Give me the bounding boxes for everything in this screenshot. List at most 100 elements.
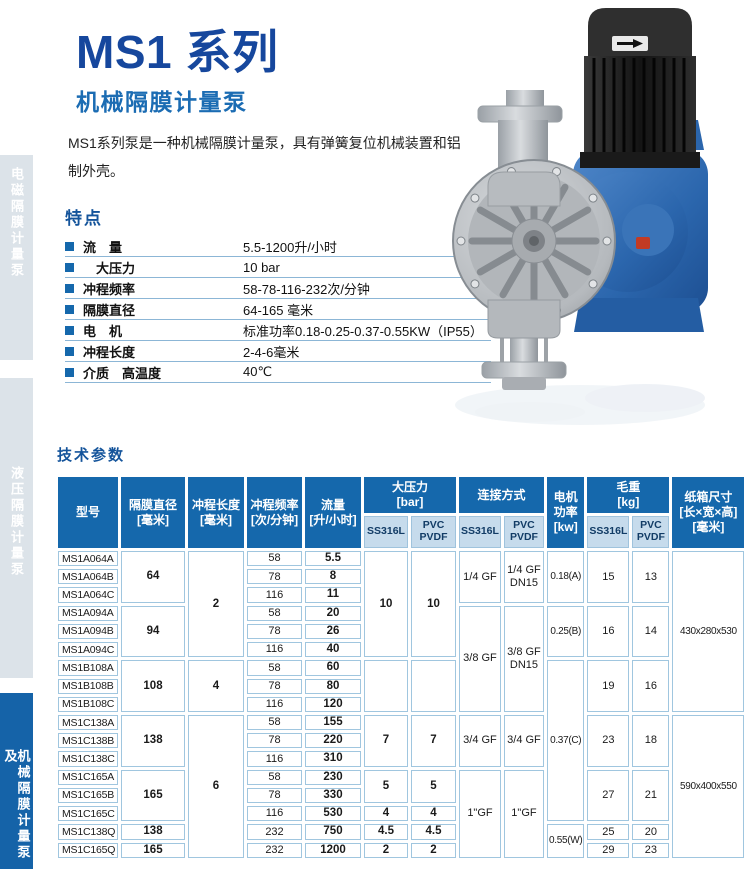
spec-header-cell: 纸箱尺寸 [长×宽×高] [毫米] <box>672 477 745 548</box>
spec-cell <box>411 660 456 712</box>
model-cell: MS1C165B <box>58 787 118 804</box>
spec-cell: 5.5 <box>305 551 361 567</box>
spec-cell: 0.37(C) <box>546 660 585 822</box>
spec-cell: 7 <box>364 714 408 767</box>
spec-header-cell: 冲程长度 [毫米] <box>188 477 244 548</box>
spec-header-cell: 大压力 [bar] <box>364 477 456 513</box>
feature-label: 冲程频率 <box>83 281 136 297</box>
feature-row: 隔膜直径 64-165 毫米 <box>65 299 491 320</box>
tech-heading: 技术参数 <box>57 447 126 464</box>
spec-cell: 25 <box>587 824 630 840</box>
spec-cell: 5 <box>364 769 408 804</box>
model-cell: MS1A094C <box>58 642 118 658</box>
spec-cell: 0.55(W) <box>546 824 585 858</box>
spec-header-cell: 流量 [升/小时] <box>305 477 361 548</box>
spec-cell: 40 <box>305 642 361 658</box>
spec-cell: 16 <box>632 660 670 712</box>
subheader-row: SS316L PVC PVDF SS316L PVC PVDF SS316L PVC PVDF <box>58 516 744 548</box>
spec-row: MS1A064C 116 11 <box>58 587 744 603</box>
features-heading: 特点 <box>65 209 103 228</box>
spec-cell: 220 <box>305 733 361 749</box>
model-cell: MS1A064A <box>58 551 118 567</box>
spec-cell: 27 <box>587 769 630 822</box>
spec-cell: 3/4 GF <box>459 714 501 767</box>
spec-cell: 8 <box>305 569 361 585</box>
spec-cell: 530 <box>305 806 361 822</box>
spec-cell: 165 <box>121 769 185 822</box>
bullet-square-icon <box>65 304 74 314</box>
spec-cell: 20 <box>305 605 361 621</box>
spec-cell: 80 <box>305 678 361 694</box>
bullet-square-icon <box>65 367 74 377</box>
features-section: 特点 流 量 5.5-1200升/小时 大压力 10 bar 冲程频率 58-78-11… <box>65 204 491 383</box>
spec-cell: 4 <box>188 660 244 712</box>
spec-cell: 7 <box>411 714 456 767</box>
spec-cell: 138 <box>121 824 185 840</box>
bottom-valve <box>481 334 567 390</box>
spec-cell: 4.5 <box>411 824 456 840</box>
spec-header-cell: PVC PVDF <box>503 516 544 548</box>
spec-cell: 16 <box>587 605 630 658</box>
model-cell: MS1A064B <box>58 569 118 585</box>
model-cell: MS1A094B <box>58 623 118 640</box>
spec-cell: 20 <box>632 824 670 840</box>
tech-section: 技术参数 型号 隔膜直径 [毫米] 冲程长度 [毫米] 冲程频率 [次/分钟] 流量 [升/小时… <box>55 444 750 861</box>
spec-header-cell: PVC PVDF <box>411 516 456 548</box>
spec-cell: 78 <box>247 678 302 694</box>
spec-row: MS1C165Q 165 232 1200 2 2 29 23 <box>58 842 744 858</box>
sidebar-item[interactable]: 液压隔膜计量泵 <box>0 378 33 678</box>
spec-row: MS1A094A 94 58 20 3/8 GF 3/8 GF DN15 0.25(B) 16 1… <box>58 605 744 712</box>
bullet-square-icon <box>65 241 74 251</box>
sidebar-item-label: 机械隔膜计量泵及 <box>2 749 31 861</box>
description-line: MS1系列泵是一种机械隔膜计量泵，具有弹簧复位机械装置和铝 <box>68 134 461 151</box>
feature-value: 64-165 毫米 <box>243 302 314 318</box>
spec-header-cell: 隔膜直径 [毫米] <box>121 477 185 548</box>
spec-row: MS1C138C 116 310 <box>58 751 744 767</box>
spec-cell: 58 <box>247 605 302 621</box>
spec-cell: 1200 <box>305 842 361 858</box>
spec-cell: 4 <box>364 806 408 822</box>
spec-row: MS1B108B 78 80 <box>58 678 744 694</box>
spec-header-cell: SS316L <box>364 516 408 548</box>
feature-value: 5.5-1200升/小时 <box>243 239 337 255</box>
spec-header-cell: PVC PVDF <box>632 516 670 548</box>
spec-cell: 19 <box>587 660 630 712</box>
spec-cell: 6 <box>188 714 244 858</box>
feature-row: 大压力 10 bar <box>65 257 491 278</box>
spec-cell: 116 <box>247 642 302 658</box>
spec-row: MS1C138B 78 220 <box>58 733 744 749</box>
feature-value: 2-4-6毫米 <box>243 344 300 360</box>
spec-cell: 430x280x530 <box>672 551 745 712</box>
page-subtitle: 机械隔膜计量泵 <box>76 88 248 115</box>
spec-cell: 590x400x550 <box>672 714 745 858</box>
spec-cell: 750 <box>305 824 361 840</box>
spec-cell: 116 <box>247 587 302 603</box>
spec-cell: 230 <box>305 769 361 785</box>
spec-cell: 1/4 GF DN15 <box>503 551 544 603</box>
features-list: 流 量 5.5-1200升/小时 大压力 10 bar 冲程频率 58-78-116-2… <box>65 236 491 383</box>
sidebar-item[interactable]: 机械隔膜计量泵及 <box>0 693 33 869</box>
sidebar-item[interactable]: 电磁隔膜计量泵 <box>0 155 33 360</box>
spec-row: MS1A094B 78 26 <box>58 623 744 640</box>
spec-cell: 138 <box>121 714 185 767</box>
spec-cell: 64 <box>121 551 185 603</box>
model-cell: MS1C165A <box>58 769 118 785</box>
feature-label: 冲程长度 <box>83 344 136 360</box>
spec-cell: 232 <box>247 842 302 858</box>
product-description: MS1系列泵是一种机械隔膜计量泵，具有弹簧复位机械装置和铝 制外壳。 <box>68 129 496 185</box>
spec-cell: 78 <box>247 623 302 640</box>
spec-cell: 0.25(B) <box>546 605 585 658</box>
spec-cell: 310 <box>305 751 361 767</box>
spec-cell: 78 <box>247 569 302 585</box>
feature-row: 介质 高温度 40℃ <box>65 362 491 383</box>
page-header: MS1 系列 机械隔膜计量泵 MS1系列泵是一种机械隔膜计量泵，具有弹簧复位机械… <box>66 26 496 185</box>
spec-cell: 4.5 <box>364 824 408 840</box>
pump-housing <box>568 120 708 332</box>
spec-table: 型号 隔膜直径 [毫米] 冲程长度 [毫米] 冲程频率 [次/分钟] 流量 [升/小时] 大压力[… <box>55 474 747 861</box>
feature-label: 隔膜直径 <box>83 302 136 318</box>
feature-label: 介质 高温度 <box>83 365 162 381</box>
model-cell: MS1C165Q <box>58 842 118 858</box>
model-cell: MS1B108A <box>58 660 118 676</box>
spec-header-cell: 电机 功率 [kw] <box>546 477 585 548</box>
adjustment-knob <box>636 237 650 249</box>
